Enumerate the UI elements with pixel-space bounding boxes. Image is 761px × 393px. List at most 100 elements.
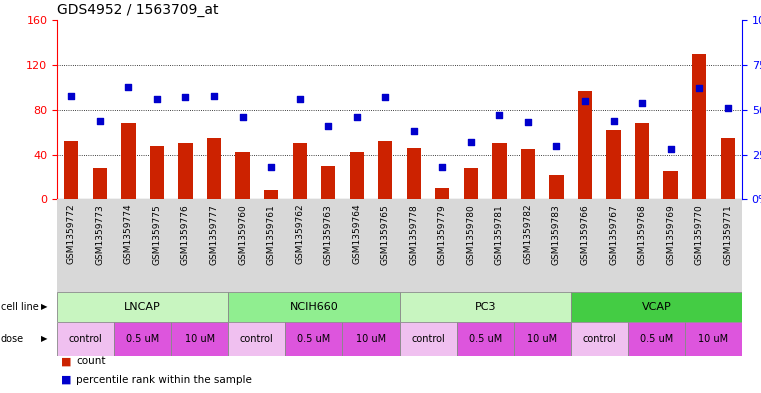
- Bar: [549, 174, 564, 199]
- Bar: [492, 143, 507, 199]
- Bar: [264, 190, 279, 199]
- Bar: [378, 141, 393, 199]
- Text: GSM1359762: GSM1359762: [295, 204, 304, 264]
- Text: count: count: [76, 356, 106, 366]
- Bar: [207, 138, 221, 199]
- Text: cell line: cell line: [1, 302, 39, 312]
- Point: [208, 92, 220, 99]
- Text: VCAP: VCAP: [642, 302, 671, 312]
- Bar: [685, 322, 742, 356]
- Text: GSM1359778: GSM1359778: [409, 204, 419, 264]
- Point: [408, 128, 420, 134]
- Point: [436, 164, 448, 170]
- Point: [379, 94, 391, 101]
- Text: ■: ■: [61, 375, 72, 385]
- Text: percentile rank within the sample: percentile rank within the sample: [76, 375, 252, 385]
- Text: GSM1359775: GSM1359775: [152, 204, 161, 264]
- Text: control: control: [240, 334, 274, 344]
- Text: 0.5 uM: 0.5 uM: [469, 334, 501, 344]
- Text: GDS4952 / 1563709_at: GDS4952 / 1563709_at: [57, 2, 218, 17]
- Bar: [349, 152, 364, 199]
- Text: GSM1359763: GSM1359763: [323, 204, 333, 264]
- Point: [607, 118, 619, 124]
- Bar: [400, 292, 571, 322]
- Text: GSM1359777: GSM1359777: [209, 204, 218, 264]
- Text: GSM1359781: GSM1359781: [495, 204, 504, 264]
- Text: GSM1359782: GSM1359782: [524, 204, 533, 264]
- Point: [579, 98, 591, 104]
- Text: GSM1359783: GSM1359783: [552, 204, 561, 264]
- Bar: [406, 148, 421, 199]
- Text: GSM1359769: GSM1359769: [666, 204, 675, 264]
- Point: [94, 118, 106, 124]
- Text: 0.5 uM: 0.5 uM: [298, 334, 330, 344]
- Text: GSM1359776: GSM1359776: [181, 204, 190, 264]
- Text: GSM1359760: GSM1359760: [238, 204, 247, 264]
- Text: 10 uM: 10 uM: [356, 334, 386, 344]
- Bar: [292, 143, 307, 199]
- Point: [265, 164, 277, 170]
- Text: GSM1359779: GSM1359779: [438, 204, 447, 264]
- Text: GSM1359770: GSM1359770: [695, 204, 704, 264]
- Bar: [628, 322, 685, 356]
- Bar: [64, 141, 78, 199]
- Text: dose: dose: [1, 334, 24, 344]
- Text: GSM1359761: GSM1359761: [266, 204, 275, 264]
- Bar: [607, 130, 621, 199]
- Bar: [342, 322, 400, 356]
- Bar: [571, 292, 742, 322]
- Bar: [635, 123, 649, 199]
- Point: [636, 99, 648, 106]
- Bar: [457, 322, 514, 356]
- Text: GSM1359773: GSM1359773: [95, 204, 104, 264]
- Point: [65, 92, 78, 99]
- Bar: [664, 171, 678, 199]
- Text: ▶: ▶: [41, 334, 48, 343]
- Bar: [514, 322, 571, 356]
- Bar: [114, 322, 171, 356]
- Point: [721, 105, 734, 111]
- Point: [351, 114, 363, 120]
- Bar: [692, 54, 706, 199]
- Bar: [285, 322, 342, 356]
- Text: GSM1359780: GSM1359780: [466, 204, 476, 264]
- Bar: [57, 322, 114, 356]
- Text: GSM1359765: GSM1359765: [380, 204, 390, 264]
- Point: [294, 96, 306, 102]
- Bar: [721, 138, 735, 199]
- Bar: [178, 143, 193, 199]
- Bar: [235, 152, 250, 199]
- Text: GSM1359771: GSM1359771: [723, 204, 732, 264]
- Bar: [435, 188, 450, 199]
- Text: control: control: [582, 334, 616, 344]
- Point: [123, 83, 135, 90]
- Point: [322, 123, 334, 129]
- Text: 0.5 uM: 0.5 uM: [640, 334, 673, 344]
- Text: GSM1359764: GSM1359764: [352, 204, 361, 264]
- Point: [465, 139, 477, 145]
- Bar: [571, 322, 628, 356]
- Text: ▶: ▶: [41, 303, 48, 311]
- Point: [522, 119, 534, 125]
- Text: control: control: [411, 334, 445, 344]
- Text: control: control: [68, 334, 103, 344]
- Bar: [400, 322, 457, 356]
- Text: PC3: PC3: [474, 302, 496, 312]
- Point: [664, 146, 677, 152]
- Text: 0.5 uM: 0.5 uM: [126, 334, 159, 344]
- Text: GSM1359768: GSM1359768: [638, 204, 647, 264]
- Bar: [228, 292, 400, 322]
- Point: [151, 96, 163, 102]
- Point: [180, 94, 192, 101]
- Text: LNCAP: LNCAP: [124, 302, 161, 312]
- Bar: [521, 149, 535, 199]
- Bar: [57, 292, 228, 322]
- Bar: [578, 91, 592, 199]
- Point: [493, 112, 505, 118]
- Bar: [121, 123, 135, 199]
- Text: 10 uM: 10 uM: [185, 334, 215, 344]
- Point: [550, 142, 562, 149]
- Text: GSM1359767: GSM1359767: [609, 204, 618, 264]
- Bar: [228, 322, 285, 356]
- Text: 10 uM: 10 uM: [527, 334, 557, 344]
